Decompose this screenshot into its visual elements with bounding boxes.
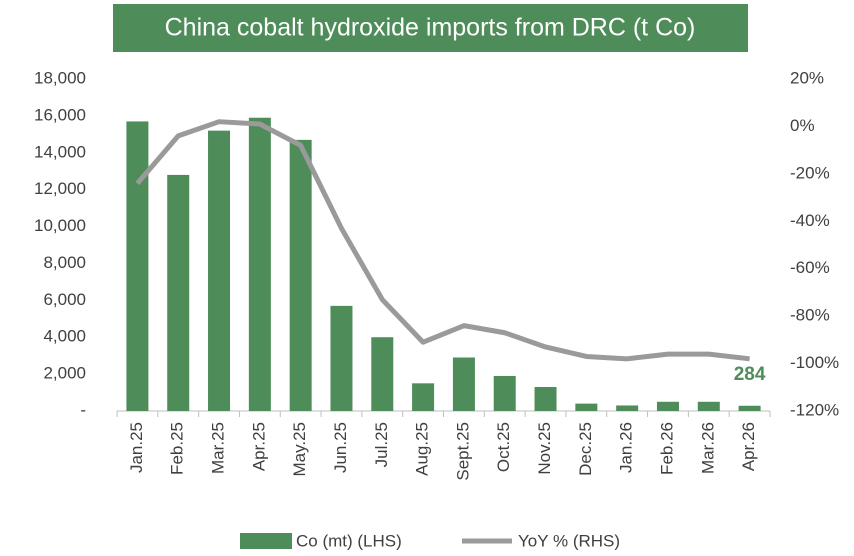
- y-tick-label: 2,000: [43, 364, 86, 383]
- x-tick-label: May.25: [290, 422, 309, 477]
- bar: [248, 117, 271, 411]
- title-box: [113, 4, 748, 52]
- y-tick-label: 12,000: [34, 179, 86, 198]
- x-tick-label: Apr.26: [739, 422, 758, 471]
- y2-tick-label: -40%: [790, 211, 830, 230]
- x-tick-label: Mar.26: [698, 422, 717, 474]
- x-tick-label: Aug.25: [413, 422, 432, 476]
- y2-tick-label: -60%: [790, 258, 830, 277]
- y2-tick-label: 20%: [790, 68, 824, 87]
- bar: [330, 305, 353, 411]
- bar: [208, 130, 231, 411]
- y2-tick-label: 0%: [790, 116, 815, 135]
- bar: [452, 357, 475, 411]
- bar: [493, 375, 516, 411]
- x-tick-label: Nov.25: [535, 422, 554, 475]
- bar: [412, 383, 435, 411]
- y-tick-label: 4,000: [43, 327, 86, 346]
- y2-tick-label: -120%: [790, 400, 839, 419]
- bar: [738, 405, 761, 411]
- bar: [167, 174, 190, 411]
- bar: [656, 401, 679, 411]
- bar: [371, 337, 394, 411]
- x-tick-label: Apr.25: [249, 422, 268, 471]
- y-tick-label: 16,000: [34, 105, 86, 124]
- x-tick-label: Feb.25: [168, 422, 187, 475]
- y2-tick-label: -20%: [790, 163, 830, 182]
- x-tick-label: Jul.25: [372, 422, 391, 467]
- y-tick-label: 10,000: [34, 216, 86, 235]
- x-tick-label: Oct.25: [494, 422, 513, 472]
- y2-tick-label: -80%: [790, 306, 830, 325]
- y-tick-label: 8,000: [43, 253, 86, 272]
- y-tick-label: -: [80, 400, 86, 419]
- y-tick-label: 18,000: [34, 68, 86, 87]
- x-tick-label: Sept.25: [453, 422, 472, 481]
- bar: [126, 121, 149, 411]
- bar: [616, 405, 639, 411]
- x-tick-label: Jan.25: [127, 422, 146, 473]
- y-tick-label: 6,000: [43, 290, 86, 309]
- bar: [534, 387, 557, 411]
- bar: [697, 401, 720, 411]
- y2-tick-label: -100%: [790, 353, 839, 372]
- legend-swatch: [240, 533, 292, 549]
- bar: [289, 139, 312, 411]
- x-tick-label: Mar.25: [209, 422, 228, 474]
- chart-title: China cobalt hydroxide imports from DRC …: [165, 14, 696, 42]
- x-tick-label: Jun.25: [331, 422, 350, 473]
- x-tick-label: Dec.25: [576, 422, 595, 476]
- y-tick-label: 14,000: [34, 142, 86, 161]
- data-label: 284: [734, 364, 766, 385]
- x-tick-label: Feb.26: [657, 422, 676, 475]
- legend-label: YoY % (RHS): [518, 531, 620, 550]
- line: [135, 119, 750, 362]
- x-tick-label: Jan.26: [617, 422, 636, 473]
- legend-label: Co (mt) (LHS): [296, 531, 402, 550]
- bar: [575, 403, 598, 411]
